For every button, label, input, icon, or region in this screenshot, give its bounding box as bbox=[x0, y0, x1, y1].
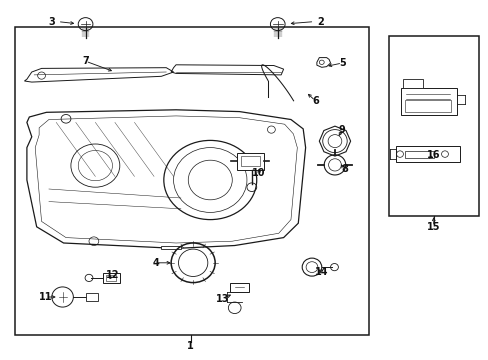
Text: 13: 13 bbox=[215, 294, 229, 304]
Text: 10: 10 bbox=[252, 168, 265, 178]
Bar bbox=[395, 146, 459, 162]
Bar bbox=[404, 151, 433, 158]
Text: 16: 16 bbox=[426, 150, 440, 160]
Text: 9: 9 bbox=[338, 125, 345, 135]
Bar bbox=[237, 153, 264, 170]
Text: 15: 15 bbox=[426, 222, 440, 232]
Bar bbox=[404, 100, 450, 112]
Text: 5: 5 bbox=[338, 58, 345, 68]
Text: 4: 4 bbox=[152, 258, 159, 268]
Text: 6: 6 bbox=[311, 96, 318, 106]
Bar bbox=[161, 246, 181, 249]
Bar bbox=[15, 27, 368, 335]
Text: 7: 7 bbox=[82, 56, 89, 66]
Text: 14: 14 bbox=[314, 267, 328, 277]
Bar bbox=[105, 275, 116, 281]
Bar bbox=[388, 36, 478, 216]
Bar bbox=[86, 293, 98, 301]
Text: 12: 12 bbox=[105, 270, 119, 280]
Text: 8: 8 bbox=[341, 164, 347, 174]
Bar bbox=[102, 273, 120, 283]
Bar bbox=[229, 283, 249, 292]
Bar bbox=[240, 156, 260, 166]
Text: 2: 2 bbox=[316, 17, 323, 27]
Text: 11: 11 bbox=[39, 292, 52, 302]
Bar bbox=[400, 88, 456, 115]
Bar bbox=[403, 79, 422, 88]
Text: 3: 3 bbox=[48, 17, 55, 27]
Text: 1: 1 bbox=[187, 341, 194, 351]
